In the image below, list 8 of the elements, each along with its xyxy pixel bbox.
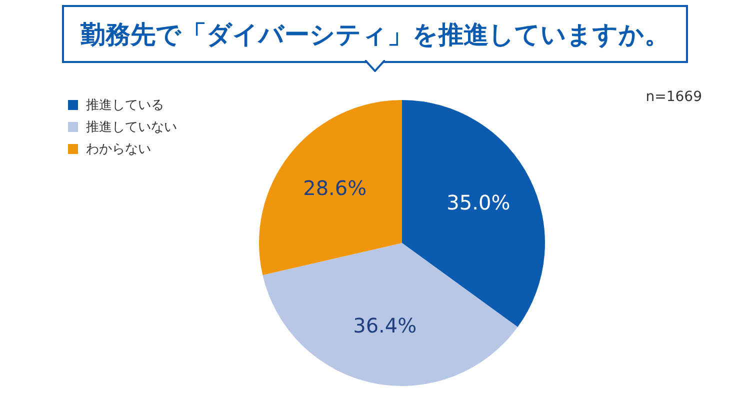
data-label: 35.0% xyxy=(446,190,510,214)
data-label: 36.4% xyxy=(353,313,417,338)
legend-label: 推進している xyxy=(86,97,164,114)
chart-title: 勤務先で「ダイバーシティ」を推進していますか。 xyxy=(62,5,688,63)
legend-label: 推進していない xyxy=(86,119,177,136)
data-label: 28.6% xyxy=(303,176,367,200)
text: n=1669 xyxy=(646,89,702,105)
legend-label: わからない xyxy=(86,141,151,158)
